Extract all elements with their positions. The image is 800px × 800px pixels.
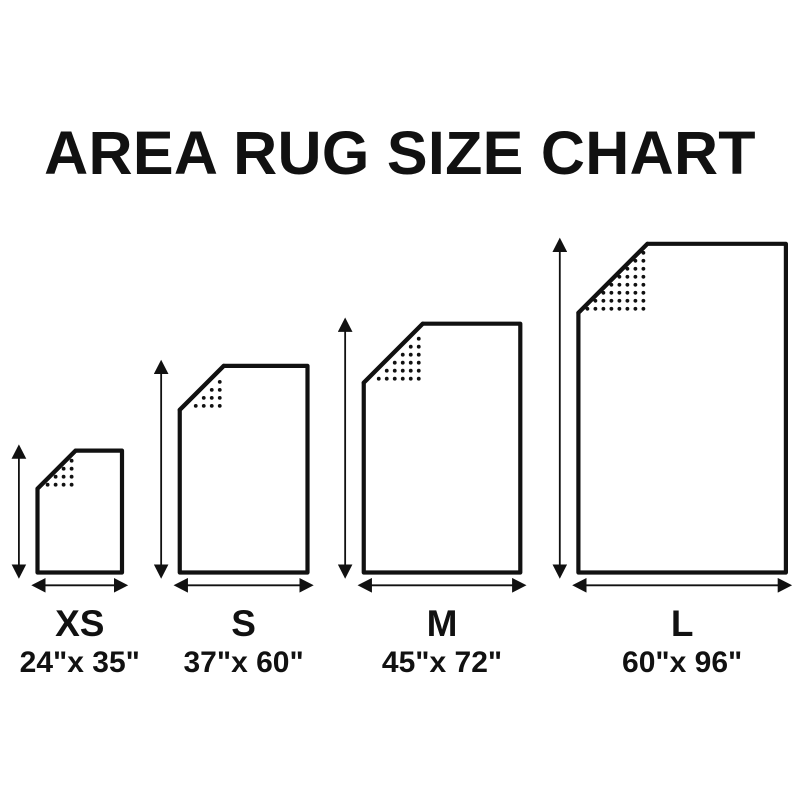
svg-text:60"x 96": 60"x 96" — [622, 646, 742, 679]
svg-text:37"x 60": 37"x 60" — [184, 646, 304, 679]
svg-text:24"x 35": 24"x 35" — [20, 646, 140, 679]
svg-text:L: L — [671, 603, 694, 644]
svg-text:S: S — [231, 603, 256, 644]
svg-text:45"x 72": 45"x 72" — [382, 646, 502, 679]
svg-text:XS: XS — [55, 603, 104, 644]
svg-text:M: M — [427, 603, 458, 644]
